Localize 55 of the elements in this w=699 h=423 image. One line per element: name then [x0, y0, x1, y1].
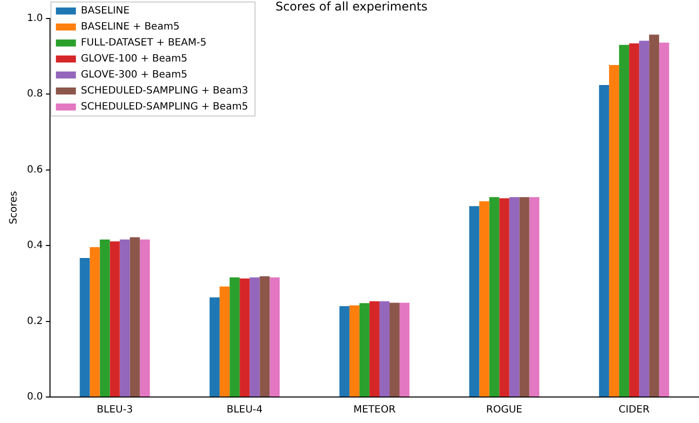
bar: [100, 240, 110, 396]
bar: [379, 301, 390, 396]
legend-label: BASELINE: [80, 6, 130, 17]
bar: [80, 258, 90, 396]
bar: [489, 197, 500, 396]
bar: [609, 64, 620, 396]
bar: [629, 43, 640, 396]
x-tick-label: BLEU-4: [226, 404, 263, 416]
bar: [210, 297, 220, 396]
x-tick-label: BLEU-3: [96, 404, 133, 416]
bar: [140, 240, 150, 396]
bar: [599, 85, 610, 396]
y-axis-title: Scores: [8, 191, 20, 224]
bar: [270, 277, 280, 396]
bar: [369, 301, 380, 396]
bar: [659, 42, 670, 396]
bar: [639, 40, 650, 396]
bar: [250, 277, 260, 396]
bar: [240, 278, 250, 396]
y-tick-label: 0.4: [26, 240, 43, 252]
bar: [519, 197, 530, 396]
bar: [469, 206, 480, 396]
bar: [90, 247, 100, 396]
legend-label: GLOVE-300 + Beam5: [80, 70, 188, 81]
x-tick-label: CIDER: [618, 404, 650, 416]
bar: [529, 197, 540, 396]
legend-label: BASELINE + Beam5: [80, 22, 180, 33]
bar: [399, 302, 410, 396]
bar: [260, 276, 270, 396]
legend-label: FULL-DATASET + BEAM-5: [80, 38, 206, 49]
y-tick-label: 0.6: [26, 164, 43, 176]
bar: [230, 277, 240, 396]
bar: [349, 305, 360, 396]
y-tick-label: 0.0: [26, 392, 43, 403]
chart-title: Scores of all experiments: [275, 0, 428, 14]
x-tick-label: METEOR: [353, 404, 396, 416]
bar: [220, 286, 230, 396]
bar: [359, 303, 370, 396]
bar: [509, 197, 520, 396]
bar: [619, 44, 630, 396]
legend-label: SCHEDULED-SAMPLING + Beam5: [80, 102, 248, 113]
x-tick-label: ROGUE: [486, 404, 522, 416]
y-tick-label: 1.0: [26, 12, 43, 24]
legend-label: SCHEDULED-SAMPLING + Beam3: [80, 86, 248, 97]
bar: [649, 34, 660, 396]
legend-label: GLOVE-100 + Beam5: [80, 54, 188, 65]
y-tick-label: 0.2: [26, 316, 43, 327]
bar: [130, 237, 140, 396]
bar: [389, 302, 400, 396]
bar: [110, 241, 120, 396]
y-tick-label: 0.8: [26, 88, 43, 100]
bar: [120, 240, 130, 396]
bar: [339, 306, 350, 396]
bar: [499, 198, 510, 396]
bar: [479, 201, 490, 396]
